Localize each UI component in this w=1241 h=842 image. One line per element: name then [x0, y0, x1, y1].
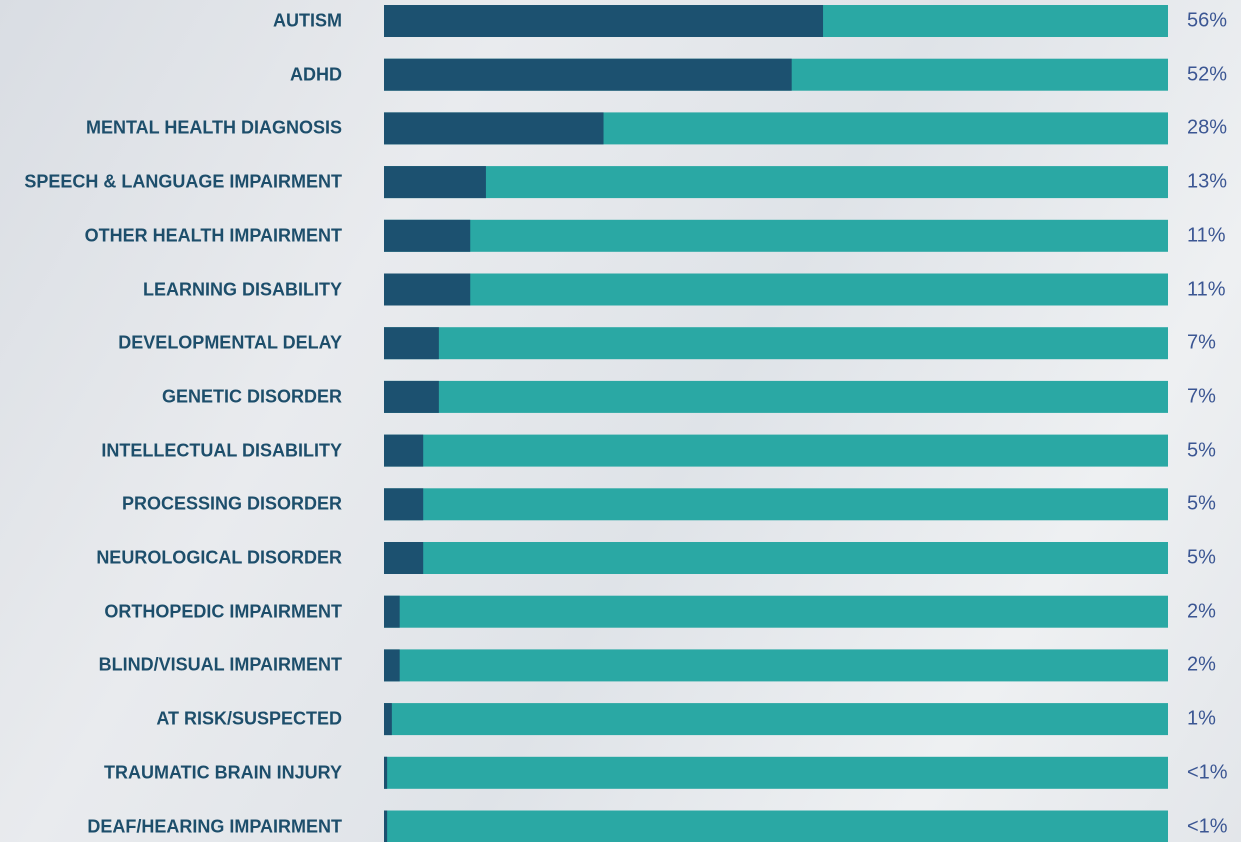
bar: [384, 112, 604, 144]
category-label: GENETIC DISORDER: [6, 387, 342, 406]
category-label: BLIND/VISUAL IMPAIRMENT: [6, 656, 342, 675]
value-label: <1%: [1187, 815, 1228, 838]
bar-track: [384, 274, 1168, 306]
value-label: 11%: [1187, 224, 1226, 247]
category-label: DEAF/HEARING IMPAIRMENT: [6, 817, 342, 836]
bar-track: [384, 220, 1168, 252]
bar-track: [384, 757, 1168, 789]
bar: [384, 220, 470, 252]
category-label: INTELLECTUAL DISABILITY: [6, 441, 342, 460]
value-label: 11%: [1187, 278, 1226, 301]
category-label: ORTHOPEDIC IMPAIRMENT: [6, 602, 342, 621]
category-label: SPEECH & LANGUAGE IMPAIRMENT: [6, 173, 342, 192]
category-label: MENTAL HEALTH DIAGNOSIS: [6, 119, 342, 138]
value-label: 2%: [1187, 600, 1216, 623]
bar: [384, 435, 423, 467]
value-label: 28%: [1187, 117, 1227, 140]
bar: [384, 166, 486, 198]
value-label: 56%: [1187, 10, 1227, 33]
value-label: 13%: [1187, 171, 1227, 194]
value-label: 7%: [1187, 385, 1216, 408]
value-label: 5%: [1187, 547, 1216, 570]
value-label: 1%: [1187, 708, 1216, 731]
bar-track: [384, 327, 1168, 359]
bar-track: [384, 649, 1168, 681]
bar: [384, 327, 439, 359]
bar-track: [384, 811, 1168, 842]
bar-track: [384, 166, 1168, 198]
value-label: 2%: [1187, 654, 1216, 677]
bar: [384, 274, 470, 306]
category-label: LEARNING DISABILITY: [6, 280, 342, 299]
bar-track: [384, 435, 1168, 467]
bar: [384, 381, 439, 413]
bar: [384, 811, 387, 842]
category-label: PROCESSING DISORDER: [6, 495, 342, 514]
bar: [384, 488, 423, 520]
value-label: 5%: [1187, 493, 1216, 516]
bar: [384, 5, 823, 37]
value-label: <1%: [1187, 761, 1228, 784]
chart: AUTISM 56% ADHD 52% MENTAL HEALTH DIAGNOSIS 2…: [0, 0, 1241, 842]
bar-track: [384, 381, 1168, 413]
category-label: ADHD: [6, 65, 342, 84]
category-label: AT RISK/SUSPECTED: [6, 710, 342, 729]
category-label: NEUROLOGICAL DISORDER: [6, 549, 342, 568]
bar-track: [384, 596, 1168, 628]
bar: [384, 757, 387, 789]
category-label: TRAUMATIC BRAIN INJURY: [6, 763, 342, 782]
value-label: 5%: [1187, 439, 1216, 462]
bar: [384, 542, 423, 574]
bar: [384, 703, 392, 735]
bar-track: [384, 703, 1168, 735]
category-label: DEVELOPMENTAL DELAY: [6, 334, 342, 353]
bar: [384, 59, 792, 91]
category-label: OTHER HEALTH IMPAIRMENT: [6, 226, 342, 245]
bar-track: [384, 542, 1168, 574]
bar: [384, 596, 400, 628]
category-label: AUTISM: [6, 12, 342, 31]
bar-track: [384, 488, 1168, 520]
bar: [384, 649, 400, 681]
value-label: 52%: [1187, 63, 1227, 86]
value-label: 7%: [1187, 332, 1216, 355]
